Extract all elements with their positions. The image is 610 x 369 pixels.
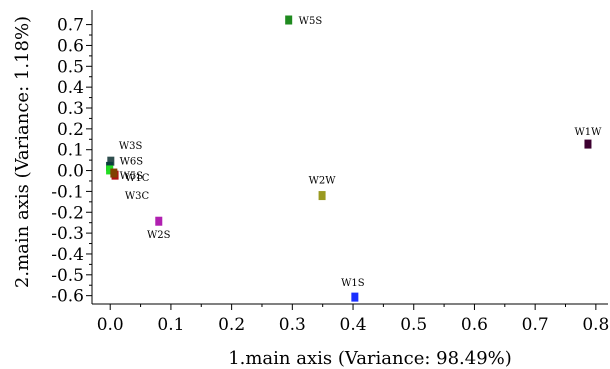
x-tick-label: 0.6 — [461, 315, 488, 335]
y-axis-title: 2.main axis (Variance: 1.18%) — [12, 16, 33, 288]
x-tick-label: 0.0 — [97, 315, 124, 335]
y-tick-label: 0.6 — [57, 36, 84, 56]
x-tick-label: 0.4 — [340, 315, 367, 335]
data-point — [110, 168, 118, 178]
y-tick-label: -0.3 — [51, 224, 84, 244]
axes: 0.0 0.1 0.2 0.3 0.4 0.5 0.6 0.7 0.80.70.60.50.40… — [51, 10, 609, 335]
x-tick-label: 0.2 — [218, 315, 245, 335]
x-tick-label: 0.1 — [157, 315, 184, 335]
y-tick-label: 0.7 — [57, 16, 84, 36]
point-label: W1W — [575, 127, 603, 138]
data-point — [584, 139, 592, 149]
x-tick-label: 0.5 — [400, 315, 427, 335]
y-tick-label: -0.4 — [51, 245, 84, 265]
x-tick-label: 0.3 — [279, 315, 306, 335]
y-tick-label: 0.1 — [57, 141, 84, 161]
point-label: W3S — [119, 141, 143, 152]
point-label: W2W — [309, 176, 337, 187]
point-label: W1S — [341, 278, 365, 289]
data-point — [318, 191, 326, 201]
x-tick-label: 0.8 — [582, 315, 609, 335]
point-label: W5S — [120, 171, 144, 182]
y-tick-label: -0.2 — [51, 203, 84, 223]
point-label: W5S — [299, 16, 323, 27]
data-point — [106, 165, 114, 175]
x-tick-label: 0.7 — [522, 315, 549, 335]
y-tick-label: -0.5 — [51, 266, 84, 286]
y-tick-label: -0.6 — [51, 287, 84, 307]
y-tick-label: 0.5 — [57, 57, 84, 77]
y-tick-label: 0.0 — [57, 162, 84, 182]
data-point — [107, 156, 115, 166]
point-label: W6S — [120, 156, 144, 167]
point-label: W2S — [147, 230, 171, 241]
y-tick-label: 0.4 — [57, 78, 84, 98]
y-tick-label: 0.2 — [57, 120, 84, 140]
data-point — [155, 216, 163, 226]
y-tick-label: -0.1 — [51, 182, 84, 202]
point-label: W3C — [125, 191, 150, 202]
data-point — [285, 15, 293, 25]
x-axis-title: 1.main axis (Variance: 98.49%) — [228, 348, 512, 369]
y-tick-label: 0.3 — [57, 99, 84, 119]
data-point — [351, 292, 359, 302]
point-label: W1C — [125, 173, 150, 184]
